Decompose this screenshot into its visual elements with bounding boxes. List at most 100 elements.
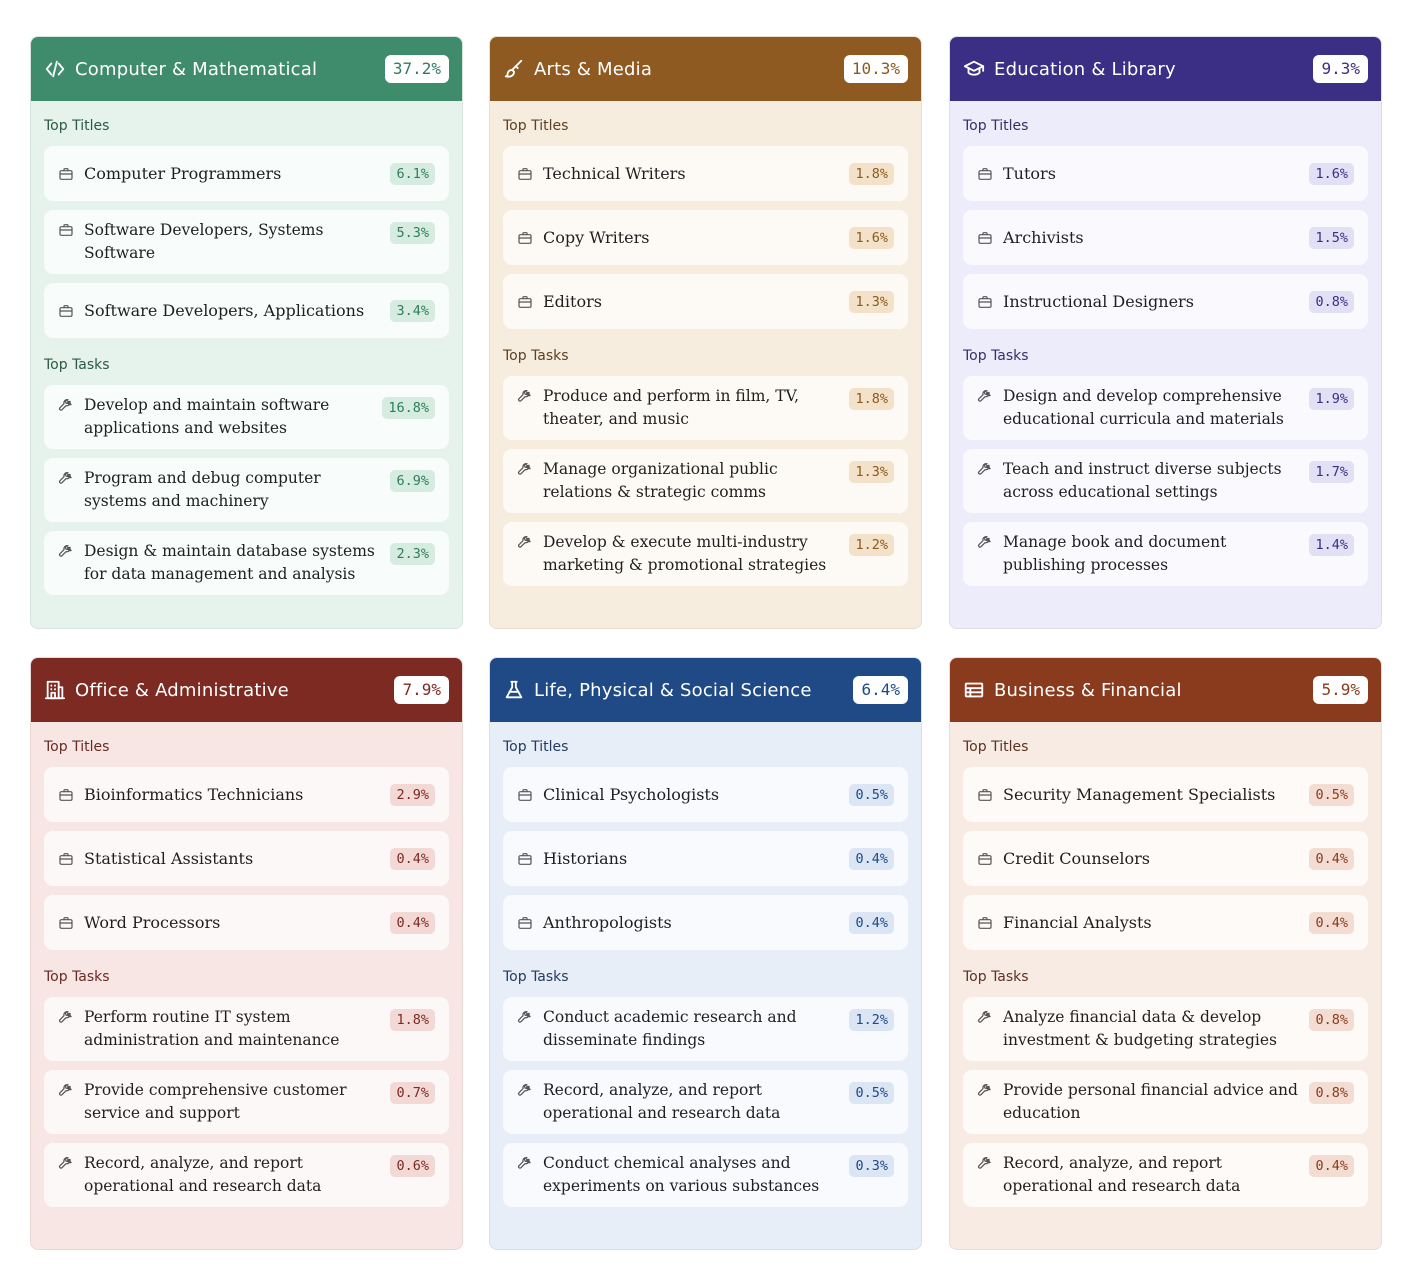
briefcase-icon xyxy=(517,915,533,931)
card-header: Arts & Media 10.3% xyxy=(490,37,921,101)
percent-badge: 6.1% xyxy=(390,162,435,185)
briefcase-icon xyxy=(517,166,533,182)
briefcase-icon xyxy=(58,851,74,867)
percent-badge: 0.8% xyxy=(1309,290,1354,313)
category-card: Office & Administrative 7.9% Top Titles Bio… xyxy=(30,657,463,1250)
task-item[interactable]: Develop & execute multi-industry marketi… xyxy=(503,522,908,586)
percent-badge: 1.9% xyxy=(1309,388,1354,410)
task-label: Provide comprehensive customer service a… xyxy=(84,1081,347,1122)
title-item[interactable]: Word Processors 0.4% xyxy=(44,895,449,950)
task-item[interactable]: Manage organizational public relations &… xyxy=(503,449,908,513)
top-titles-label: Top Titles xyxy=(503,739,569,755)
task-item[interactable]: Analyze financial data & develop investm… xyxy=(963,997,1368,1061)
title-label: Anthropologists xyxy=(543,913,672,932)
briefcase-icon xyxy=(977,230,993,246)
wrench-icon xyxy=(517,1155,533,1171)
task-item[interactable]: Perform routine IT system administration… xyxy=(44,997,449,1061)
percent-badge: 1.6% xyxy=(1309,162,1354,185)
percent-badge: 0.5% xyxy=(849,1082,894,1104)
title-item[interactable]: Instructional Designers 0.8% xyxy=(963,274,1368,329)
title-label: Statistical Assistants xyxy=(84,849,254,868)
top-titles-label: Top Titles xyxy=(963,118,1029,134)
task-label: Record, analyze, and report operational … xyxy=(84,1154,322,1195)
task-item[interactable]: Provide comprehensive customer service a… xyxy=(44,1070,449,1134)
top-tasks-label: Top Tasks xyxy=(44,357,110,373)
task-item[interactable]: Conduct chemical analyses and experiment… xyxy=(503,1143,908,1207)
task-item[interactable]: Provide personal financial advice and ed… xyxy=(963,1070,1368,1134)
card-title: Office & Administrative xyxy=(75,679,289,701)
title-item[interactable]: Copy Writers 1.6% xyxy=(503,210,908,265)
task-label: Produce and perform in film, TV, theater… xyxy=(543,387,799,428)
card-header: Education & Library 9.3% xyxy=(950,37,1381,101)
wrench-icon xyxy=(977,534,993,550)
percent-badge: 1.5% xyxy=(1309,226,1354,249)
task-label: Conduct chemical analyses and experiment… xyxy=(543,1154,820,1195)
task-label: Analyze financial data & develop investm… xyxy=(1003,1008,1277,1049)
wrench-icon xyxy=(977,461,993,477)
title-item[interactable]: Security Management Specialists 0.5% xyxy=(963,767,1368,822)
title-item[interactable]: Computer Programmers 6.1% xyxy=(44,146,449,201)
wrench-icon xyxy=(58,1155,74,1171)
task-item[interactable]: Produce and perform in film, TV, theater… xyxy=(503,376,908,440)
percent-badge: 0.3% xyxy=(849,1155,894,1177)
briefcase-icon xyxy=(977,166,993,182)
wrench-icon xyxy=(977,1082,993,1098)
title-item[interactable]: Historians 0.4% xyxy=(503,831,908,886)
briefcase-icon xyxy=(977,851,993,867)
task-item[interactable]: Manage book and document publishing proc… xyxy=(963,522,1368,586)
category-card: Arts & Media 10.3% Top Titles Technical Wri… xyxy=(489,36,922,629)
title-item[interactable]: Software Developers, Systems Software 5.3… xyxy=(44,210,449,274)
task-item[interactable]: Teach and instruct diverse subjects acro… xyxy=(963,449,1368,513)
top-tasks-label: Top Tasks xyxy=(963,348,1029,364)
percent-badge: 0.8% xyxy=(1309,1009,1354,1031)
task-item[interactable]: Record, analyze, and report operational … xyxy=(963,1143,1368,1207)
briefcase-icon xyxy=(58,787,74,803)
title-item[interactable]: Archivists 1.5% xyxy=(963,210,1368,265)
title-item[interactable]: Editors 1.3% xyxy=(503,274,908,329)
percent-badge: 1.2% xyxy=(849,534,894,556)
task-item[interactable]: Develop and maintain software applicatio… xyxy=(44,385,449,449)
percent-badge: 0.4% xyxy=(390,911,435,934)
task-item[interactable]: Record, analyze, and report operational … xyxy=(44,1143,449,1207)
card-body: Top Titles Technical Writers 1.8% Copy Writ… xyxy=(490,101,921,586)
wrench-icon xyxy=(58,1082,74,1098)
card-header: Computer & Mathematical 37.2% xyxy=(31,37,462,101)
title-label: Financial Analysts xyxy=(1003,913,1152,932)
percent-badge: 1.8% xyxy=(849,162,894,185)
percent-badge: 1.4% xyxy=(1309,534,1354,556)
task-item[interactable]: Design & maintain database systems for d… xyxy=(44,531,449,595)
top-tasks-label: Top Tasks xyxy=(503,348,569,364)
percent-badge: 2.3% xyxy=(390,543,435,565)
title-item[interactable]: Software Developers, Applications 3.4% xyxy=(44,283,449,338)
title-item[interactable]: Anthropologists 0.4% xyxy=(503,895,908,950)
task-label: Conduct academic research and disseminat… xyxy=(543,1008,797,1049)
wrench-icon xyxy=(977,1155,993,1171)
category-card: Life, Physical & Social Science 6.4% Top T… xyxy=(489,657,922,1250)
title-item[interactable]: Technical Writers 1.8% xyxy=(503,146,908,201)
card-body: Top Titles Clinical Psychologists 0.5% Hist… xyxy=(490,722,921,1207)
briefcase-icon xyxy=(58,222,74,238)
task-item[interactable]: Design and develop comprehensive educati… xyxy=(963,376,1368,440)
percent-badge: 1.3% xyxy=(849,461,894,483)
task-item[interactable]: Conduct academic research and disseminat… xyxy=(503,997,908,1061)
task-label: Perform routine IT system administration… xyxy=(84,1008,340,1049)
card-percent-badge: 37.2% xyxy=(384,55,449,83)
brush-icon xyxy=(503,58,525,80)
title-item[interactable]: Statistical Assistants 0.4% xyxy=(44,831,449,886)
title-label: Bioinformatics Technicians xyxy=(84,785,304,804)
wrench-icon xyxy=(517,1082,533,1098)
card-percent-badge: 9.3% xyxy=(1313,55,1368,83)
title-item[interactable]: Tutors 1.6% xyxy=(963,146,1368,201)
title-item[interactable]: Financial Analysts 0.4% xyxy=(963,895,1368,950)
percent-badge: 0.4% xyxy=(849,911,894,934)
title-item[interactable]: Bioinformatics Technicians 2.9% xyxy=(44,767,449,822)
task-item[interactable]: Program and debug computer systems and m… xyxy=(44,458,449,522)
flask-icon xyxy=(503,679,525,701)
task-label: Provide personal financial advice and ed… xyxy=(1003,1081,1298,1122)
card-header: Office & Administrative 7.9% xyxy=(31,658,462,722)
title-item[interactable]: Credit Counselors 0.4% xyxy=(963,831,1368,886)
title-item[interactable]: Clinical Psychologists 0.5% xyxy=(503,767,908,822)
card-body: Top Titles Computer Programmers 6.1% Softwa… xyxy=(31,101,462,595)
card-title: Computer & Mathematical xyxy=(75,58,318,80)
task-item[interactable]: Record, analyze, and report operational … xyxy=(503,1070,908,1134)
